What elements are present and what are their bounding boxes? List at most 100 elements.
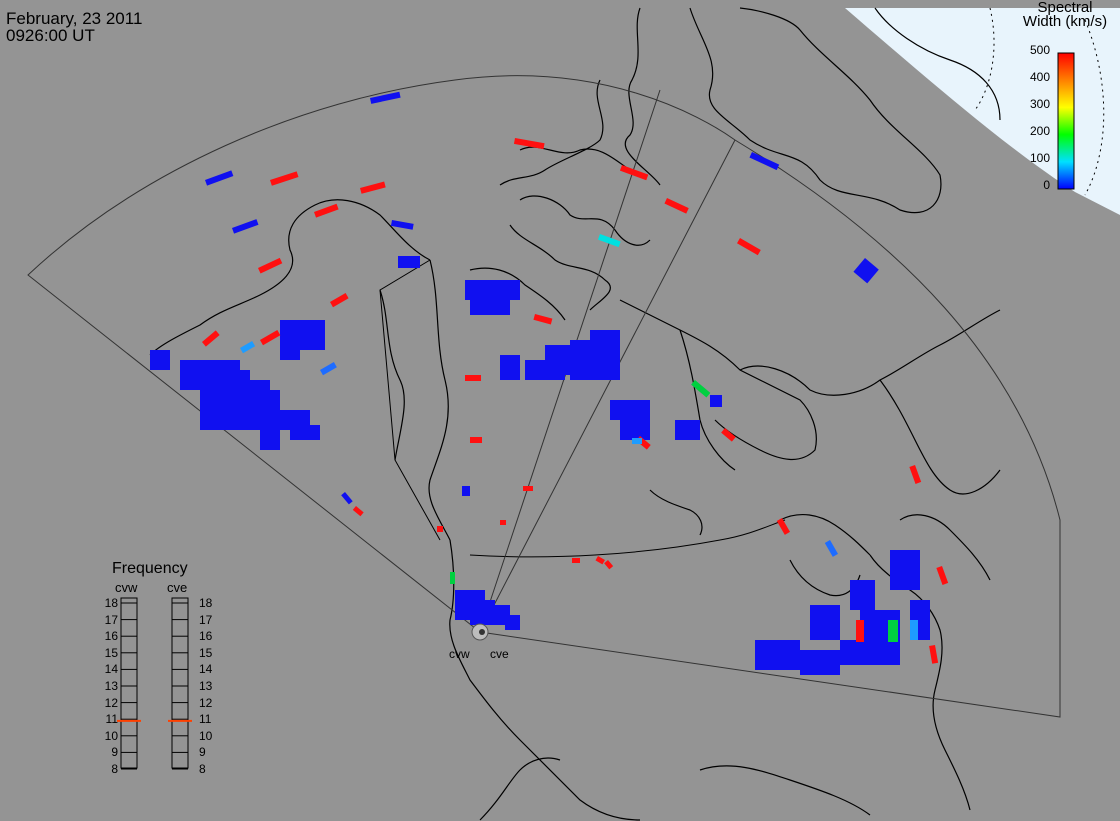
colorbar-title-line1: Spectral — [1037, 0, 1093, 16]
echo-cell — [597, 233, 621, 248]
frequency-scale-label: 9 — [111, 745, 118, 760]
echo-cell — [300, 320, 325, 350]
echo-cell — [470, 437, 482, 443]
frequency-scale-label: 18 — [104, 596, 118, 610]
echo-cell — [260, 330, 281, 346]
colorbar-title-line2: Width (km/s) — [1022, 13, 1108, 30]
echo-cell — [258, 257, 283, 274]
frequency-scale-label: 16 — [104, 629, 118, 644]
echo-cell — [329, 293, 349, 308]
echo-cell — [619, 164, 649, 181]
echo-cell — [352, 506, 364, 517]
station-label-cve: cve — [490, 647, 509, 661]
frequency-scale-label: 9 — [199, 745, 206, 760]
frequency-scale-label: 13 — [199, 679, 213, 693]
frequency-scales — [120, 597, 189, 769]
echo-cell — [604, 559, 614, 570]
echo-cell — [710, 395, 722, 407]
echo-cell — [462, 486, 470, 496]
echo-cell — [824, 540, 838, 557]
colorbar-tick-label: 200 — [1029, 124, 1050, 138]
echo-cell — [888, 620, 898, 642]
frequency-scale-label: 10 — [104, 728, 118, 743]
echo-cell — [437, 526, 443, 532]
echo-cell — [390, 220, 414, 230]
frequency-title: Frequency — [112, 560, 188, 577]
frequency-scale-label: 14 — [104, 662, 118, 677]
echo-cell — [590, 330, 620, 380]
frequency-scale-label: 13 — [104, 679, 118, 693]
echo-cell — [810, 605, 840, 640]
frequency-scale-label: 16 — [199, 629, 213, 644]
colorbar-tick-label: 500 — [1029, 43, 1050, 57]
echo-cell — [270, 171, 299, 186]
time-label: 0926:00 UT — [6, 26, 95, 45]
echo-cell — [910, 620, 918, 640]
colorbar-tick-label: 0 — [1043, 178, 1050, 192]
echo-cell — [533, 314, 553, 325]
borders — [379, 259, 786, 558]
frequency-scale-label: 18 — [199, 596, 213, 610]
station-marker-cve — [479, 629, 485, 635]
frequency-scale-label: 12 — [199, 695, 213, 710]
echo-cell — [856, 620, 864, 642]
echo-cell — [620, 410, 650, 440]
echo-cell — [500, 355, 520, 380]
echo-cell — [572, 558, 580, 563]
echo-cell — [205, 170, 234, 186]
fov-outline — [27, 75, 1061, 718]
echo-cell — [465, 280, 520, 300]
colorbar — [1057, 52, 1075, 190]
coastlines — [149, 7, 1001, 821]
frequency-scale-label: 17 — [104, 612, 118, 627]
colorbar-tick-label: 100 — [1029, 151, 1050, 165]
frequency-scale-label: 15 — [199, 645, 213, 660]
echo-cell — [850, 580, 875, 610]
frequency-scale-label: 12 — [104, 695, 118, 710]
frequency-scale-label: 10 — [199, 728, 213, 743]
echo-cell — [936, 566, 949, 585]
echo-cell — [320, 362, 337, 376]
colorbar-tick-label: 300 — [1029, 97, 1050, 111]
cvw-scale-label: cvw — [115, 580, 138, 595]
echo-cell — [595, 556, 605, 565]
echo-cell — [359, 181, 386, 194]
echo-cell — [398, 256, 420, 268]
echo-cell — [232, 219, 259, 234]
date-label: February, 23 2011 — [6, 9, 143, 28]
frequency-scale-label: 8 — [111, 762, 118, 776]
echo-cell — [523, 486, 533, 491]
echo-cell — [691, 380, 711, 398]
frequency-scale-label: 15 — [104, 645, 118, 660]
echo-cell — [675, 420, 700, 440]
echo-cell — [150, 350, 170, 370]
echo-cell — [721, 427, 736, 442]
polar-grid-circle — [974, 7, 995, 111]
echo-cell — [341, 492, 353, 505]
station-label-cvw: cvw — [449, 647, 470, 661]
echo-cell — [450, 572, 455, 584]
echo-cell — [840, 640, 900, 665]
echo-cell — [853, 258, 879, 284]
frequency-scale-label: 8 — [199, 762, 206, 776]
echo-cell — [202, 330, 220, 347]
echo-cell — [737, 238, 761, 256]
echo-cell — [909, 465, 922, 484]
echo-cell — [755, 640, 800, 670]
echo-cell — [664, 198, 689, 214]
echo-cell — [470, 300, 510, 315]
echo-cell — [370, 91, 401, 104]
echo-cell — [500, 520, 506, 525]
echo-cell — [290, 425, 320, 440]
frequency-scale-label: 17 — [199, 612, 213, 627]
echo-cell — [465, 375, 481, 381]
radar-echoes — [150, 91, 949, 675]
echo-cell — [776, 518, 790, 535]
echo-cell — [505, 615, 520, 630]
frequency-scale-label: 11 — [199, 712, 212, 727]
polar-cap-region — [845, 8, 1120, 215]
echo-cell — [632, 438, 642, 444]
frequency-scale-label: 14 — [199, 662, 213, 677]
echo-cell — [314, 203, 339, 218]
